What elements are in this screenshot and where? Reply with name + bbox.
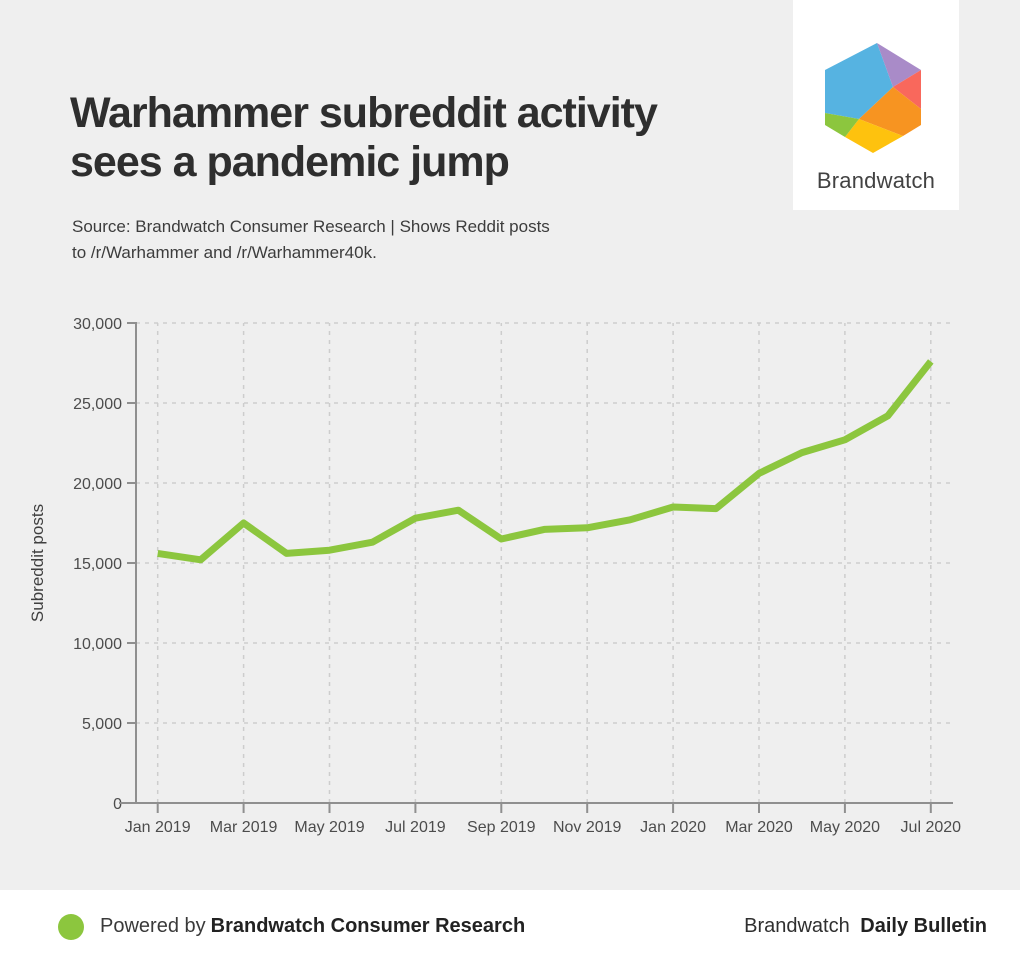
x-tick-label: Jul 2020 bbox=[901, 819, 962, 836]
x-tick-label: Mar 2020 bbox=[725, 819, 793, 836]
powered-by-prefix: Powered by bbox=[100, 915, 206, 937]
x-tick-label: Sep 2019 bbox=[467, 819, 536, 836]
daily-bulletin-text: Brandwatch Daily Bulletin bbox=[744, 915, 987, 938]
x-tick-label: Jul 2019 bbox=[385, 819, 446, 836]
x-tick-label: Nov 2019 bbox=[553, 819, 622, 836]
brand-wordmark: Brandwatch bbox=[816, 168, 936, 193]
y-tick-label: 15,000 bbox=[73, 556, 122, 573]
y-tick-label: 0 bbox=[113, 796, 122, 813]
bulletin-brand-prefix: Brandwatch bbox=[744, 915, 850, 937]
series-line bbox=[157, 359, 934, 564]
hexagon-facet-blue bbox=[825, 43, 893, 119]
brandwatch-logo-card: Brandwatch bbox=[793, 0, 959, 210]
hexagon-facet-purple bbox=[877, 43, 921, 87]
hexagon-facet-yellow bbox=[845, 119, 903, 153]
powered-by-dot-icon bbox=[58, 913, 84, 940]
x-tick-label: Jan 2020 bbox=[640, 819, 706, 836]
source-line-1: Source: Brandwatch Consumer Research | S… bbox=[72, 217, 550, 236]
powered-by-text: Powered by Brandwatch Consumer Research bbox=[58, 913, 526, 940]
bulletin-suffix: Daily Bulletin bbox=[860, 915, 987, 937]
powered-by-brand: Brandwatch Consumer Research bbox=[210, 915, 526, 937]
y-tick-label: 25,000 bbox=[73, 396, 122, 413]
brandwatch-hexagon-icon bbox=[825, 43, 921, 153]
source-line-2: to /r/Warhammer and /r/Warhammer40k. bbox=[72, 243, 377, 262]
x-tick-label: May 2019 bbox=[294, 819, 364, 836]
page-title: Warhammer subreddit activity sees a pand… bbox=[70, 89, 658, 186]
y-tick-label: 20,000 bbox=[73, 476, 122, 493]
footer-bar: Powered by Brandwatch Consumer Research … bbox=[0, 890, 1020, 963]
x-tick-label: Jan 2019 bbox=[125, 819, 191, 836]
hexagon-facet-green bbox=[825, 113, 859, 137]
source-text: Source: Brandwatch Consumer Research | S… bbox=[72, 214, 632, 266]
x-tick-label: Mar 2019 bbox=[210, 819, 278, 836]
y-axis-title: Subreddit posts bbox=[28, 504, 47, 622]
hexagon-facet-red bbox=[893, 70, 921, 109]
hexagon-facet-orange bbox=[859, 87, 921, 136]
y-tick-label: 10,000 bbox=[73, 636, 122, 653]
x-tick-label: May 2020 bbox=[810, 819, 880, 836]
y-tick-label: 30,000 bbox=[73, 316, 122, 333]
y-tick-label: 5,000 bbox=[82, 716, 122, 733]
